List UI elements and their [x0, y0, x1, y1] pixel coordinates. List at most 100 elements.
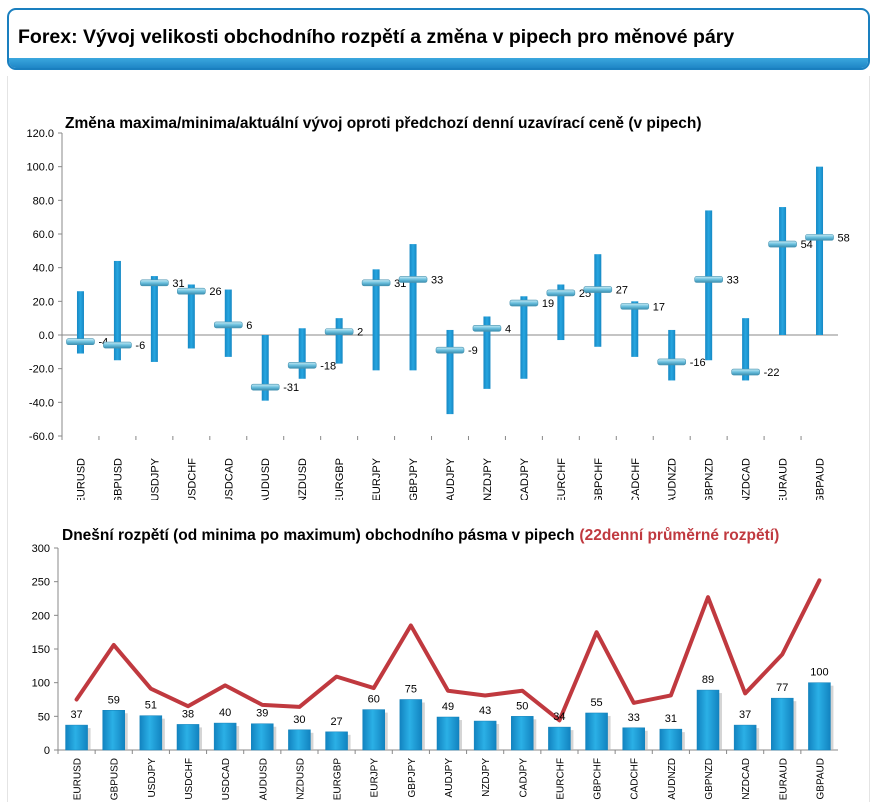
chart2-data-label: 39 — [256, 708, 268, 720]
chart1-data-label: 4 — [505, 323, 511, 335]
chart1-x-tick-label: AUDJPY — [445, 457, 457, 500]
chart2-x-tick-label: GBPNZD — [704, 758, 715, 800]
chart1-y-tick-label: 40.0 — [33, 263, 54, 275]
chart1-x-tick-label: GBPNZD — [704, 458, 716, 500]
chart1-current-marker — [583, 286, 613, 293]
chart2-y-tick-label: 150 — [32, 644, 50, 656]
chart2-title-main: Dnešní rozpětí (od minima po maximum) ob… — [62, 527, 574, 544]
chart1-range-bar — [705, 210, 713, 361]
chart1-data-label: 33 — [727, 274, 739, 286]
chart2-x-tick-label: EURGBP — [333, 758, 344, 801]
chart2-x-tick-label: GBPAUD — [815, 758, 826, 800]
chart1-current-marker — [472, 324, 502, 332]
chart1-x-tick-label: EURAUD — [778, 458, 790, 500]
chart1-range-bar — [520, 296, 528, 379]
chart1-current-marker — [657, 358, 687, 366]
chart1-y-tick-label: 120.0 — [26, 128, 54, 140]
chart1-x-tick-label: GBPCHF — [593, 458, 605, 500]
chart1-data-label: -9 — [468, 345, 478, 357]
chart1-range-bar — [150, 276, 158, 362]
chart1-x-tick-label: NZDJPY — [482, 457, 494, 500]
chart2-bar — [659, 728, 683, 751]
chart2-bar — [696, 689, 720, 751]
chart1-data-label: 54 — [801, 239, 813, 251]
chart2-data-label: 30 — [293, 714, 305, 726]
chart2-data-label: 43 — [479, 705, 491, 717]
chart2-bar — [511, 716, 534, 751]
chart1-y-tick-label: 100.0 — [26, 162, 54, 174]
chart1-current-marker — [398, 276, 428, 283]
chart1-x-tick-label: CADCHF — [630, 458, 642, 500]
chart2-bar — [176, 724, 200, 751]
chart-pip-change: Změna maxima/minima/aktuální vývoj oprot… — [26, 115, 849, 500]
chart1-data-label: 6 — [246, 320, 252, 332]
chart1-data-label: -18 — [320, 360, 336, 372]
chart1-current-marker — [287, 361, 317, 369]
chart2-average-line — [74, 578, 822, 723]
chart1-range-bar — [372, 269, 380, 371]
chart2-y-tick-label: 100 — [32, 678, 50, 690]
chart2-bar — [65, 724, 88, 751]
chart2-x-tick-label: GBPUSD — [110, 758, 121, 800]
chart1-range-bar — [742, 318, 750, 381]
chart1-x-tick-label: USDCHF — [186, 458, 198, 500]
chart2-data-label: 100 — [810, 667, 828, 679]
chart1-current-marker — [177, 287, 206, 295]
chart1-current-marker — [731, 368, 760, 376]
chart2-data-label: 37 — [739, 709, 751, 721]
chart-panel — [7, 76, 870, 802]
chart1-current-marker — [509, 299, 539, 307]
chart1-data-label: -6 — [135, 340, 145, 352]
chart2-x-tick-label: EURJPY — [370, 758, 381, 798]
chart2-y-tick-label: 0 — [44, 745, 50, 757]
chart1-data-label: 2 — [357, 327, 363, 339]
chart1-y-tick-label: -60.0 — [29, 431, 54, 443]
chart1-x-tick-label: AUDUSD — [260, 458, 272, 500]
chart2-x-tick-label: GBPJPY — [407, 758, 418, 798]
chart1-y-tick-label: 80.0 — [33, 195, 54, 207]
chart1-data-label: 31 — [172, 278, 184, 290]
chart1-range-bar — [483, 316, 491, 389]
chart2-x-tick-label: USDCAD — [221, 758, 232, 800]
chart2-data-label: 55 — [590, 697, 602, 709]
chart1-current-marker — [768, 240, 797, 248]
chart2-data-label: 50 — [516, 700, 528, 712]
chart1-range-bar — [816, 166, 824, 335]
chart1-y-tick-label: 0.0 — [39, 330, 54, 342]
chart2-data-label: 49 — [442, 701, 454, 713]
chart1-current-marker — [694, 276, 723, 283]
chart1-range-bar — [631, 301, 639, 357]
chart2-bar — [139, 715, 163, 751]
chart1-range-bar — [335, 318, 343, 364]
chart2-y-tick-label: 200 — [32, 610, 50, 622]
chart1-data-label: -22 — [764, 367, 780, 379]
chart1-x-tick-label: NZDCAD — [741, 458, 753, 500]
chart2-bar — [251, 723, 274, 751]
chart2-title-suffix: (22denní průměrné rozpětí) — [579, 527, 779, 544]
chart1-x-tick-label: GBPUSD — [112, 458, 124, 500]
chart1-y-tick-label: 20.0 — [33, 296, 54, 308]
chart2-data-label: 51 — [145, 700, 157, 712]
chart2-bar — [771, 697, 794, 751]
chart2-bar — [325, 731, 348, 751]
chart1-data-label: 17 — [653, 301, 665, 313]
chart2-bar — [399, 699, 423, 751]
chart1-current-marker — [361, 279, 391, 287]
chart1-data-label: 33 — [431, 274, 443, 286]
chart2-x-tick-label: EURCHF — [555, 758, 566, 800]
chart2-bar — [733, 724, 757, 751]
chart1-x-tick-label: GBPJPY — [408, 457, 420, 500]
chart2-bar — [213, 722, 237, 751]
page-title: Forex: Vývoj velikosti obchodního rozpět… — [18, 26, 735, 48]
chart2-y-tick-label: 250 — [32, 577, 50, 589]
chart2-data-label: 33 — [628, 712, 640, 724]
chart1-y-tick-label: 60.0 — [33, 229, 54, 241]
chart2-bar — [548, 726, 571, 751]
chart2-data-label: 59 — [108, 694, 120, 706]
chart2-title: Dnešní rozpětí (od minima po maximum) ob… — [62, 527, 779, 544]
chart2-data-label: 89 — [702, 674, 714, 686]
chart1-x-tick-label: USDJPY — [149, 457, 161, 500]
chart1-y-tick-label: -20.0 — [29, 364, 54, 376]
chart1-data-label: -16 — [690, 357, 706, 369]
